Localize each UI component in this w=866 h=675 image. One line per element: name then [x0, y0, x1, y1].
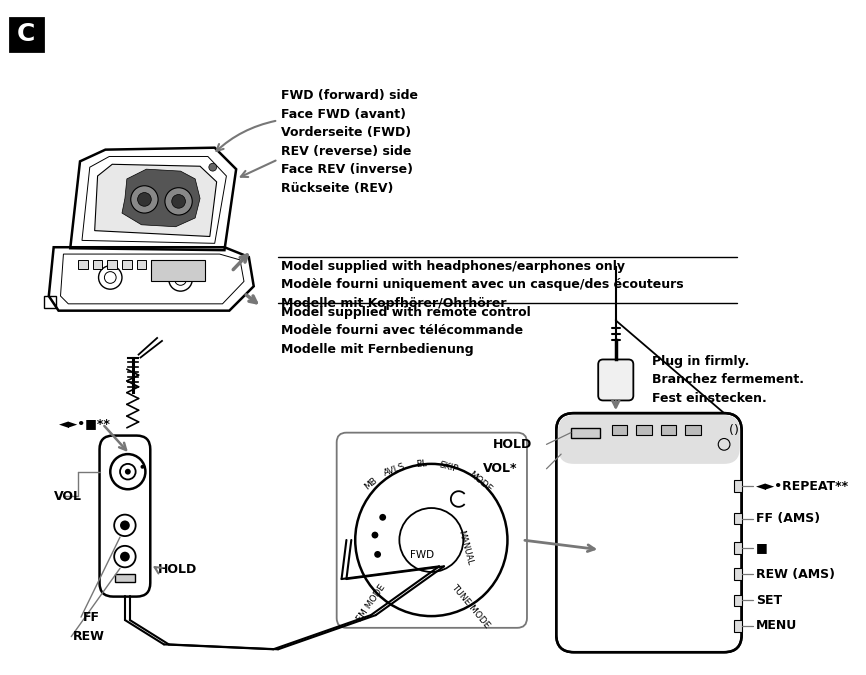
Text: SKIP: SKIP — [438, 460, 460, 474]
Circle shape — [140, 465, 145, 468]
Text: TUNE MODE: TUNE MODE — [449, 583, 491, 630]
Bar — [734, 481, 741, 492]
Text: Plug in firmly.
Branchez fermement.
Fest einstecken.: Plug in firmly. Branchez fermement. Fest… — [652, 354, 804, 404]
Bar — [166, 260, 176, 269]
Bar — [115, 574, 135, 582]
Text: ): ) — [734, 424, 739, 437]
Circle shape — [120, 551, 130, 562]
Circle shape — [372, 532, 378, 539]
Bar — [152, 260, 161, 269]
Bar — [637, 425, 652, 435]
Circle shape — [379, 514, 386, 520]
FancyBboxPatch shape — [559, 415, 740, 464]
Text: VOL*: VOL* — [483, 462, 518, 475]
Text: FF: FF — [83, 611, 100, 624]
Circle shape — [125, 468, 131, 475]
FancyBboxPatch shape — [100, 435, 151, 597]
Text: ◄►•REPEAT**: ◄►•REPEAT** — [756, 480, 850, 493]
Bar — [571, 428, 600, 437]
Polygon shape — [94, 164, 216, 236]
Text: ■: ■ — [756, 541, 768, 554]
FancyBboxPatch shape — [556, 413, 741, 652]
Text: MANUAL: MANUAL — [456, 529, 475, 566]
Bar — [10, 18, 43, 51]
Text: FM MODE: FM MODE — [355, 583, 387, 624]
Bar — [122, 260, 132, 269]
Text: HOLD: HOLD — [158, 563, 197, 576]
Text: FWD: FWD — [410, 549, 434, 560]
Circle shape — [374, 551, 381, 558]
Text: REW: REW — [74, 630, 105, 643]
Text: C: C — [17, 22, 36, 47]
Bar — [734, 568, 741, 580]
Bar — [612, 425, 628, 435]
Text: FF (AMS): FF (AMS) — [756, 512, 820, 525]
Bar — [44, 296, 55, 308]
Bar — [107, 260, 117, 269]
Bar — [661, 425, 676, 435]
Polygon shape — [122, 169, 200, 227]
Bar — [137, 260, 146, 269]
Circle shape — [131, 186, 158, 213]
Circle shape — [165, 188, 192, 215]
Text: Model supplied with remote control
Modèle fourni avec télécommande
Modelle mit F: Model supplied with remote control Modèl… — [281, 306, 531, 356]
Text: Model supplied with headphones/earphones only
Modèle fourni uniquement avec un c: Model supplied with headphones/earphones… — [281, 260, 683, 310]
Circle shape — [171, 194, 185, 208]
Text: SET: SET — [756, 594, 782, 607]
Bar — [734, 595, 741, 606]
FancyBboxPatch shape — [337, 433, 527, 628]
Bar — [78, 260, 87, 269]
Bar — [734, 620, 741, 632]
FancyBboxPatch shape — [598, 360, 633, 400]
Bar — [734, 542, 741, 553]
Text: FWD (forward) side
Face FWD (avant)
Vorderseite (FWD)
REV (reverse) side
Face RE: FWD (forward) side Face FWD (avant) Vord… — [281, 89, 418, 194]
Bar — [93, 260, 102, 269]
Text: BL: BL — [416, 459, 428, 469]
Text: REW (AMS): REW (AMS) — [756, 568, 836, 580]
Text: MENU: MENU — [756, 620, 798, 632]
Text: VOL: VOL — [54, 489, 81, 503]
Text: AVLS: AVLS — [382, 462, 406, 478]
Text: MB: MB — [363, 475, 379, 491]
Circle shape — [209, 163, 216, 171]
Bar — [734, 513, 741, 524]
Text: ◄►•■**: ◄►•■** — [59, 417, 111, 431]
Text: (: ( — [729, 424, 734, 437]
Circle shape — [138, 192, 152, 207]
Text: HOLD: HOLD — [493, 438, 532, 451]
Bar — [152, 260, 205, 281]
Text: MODE: MODE — [467, 469, 494, 493]
Circle shape — [120, 520, 130, 531]
Bar — [685, 425, 701, 435]
